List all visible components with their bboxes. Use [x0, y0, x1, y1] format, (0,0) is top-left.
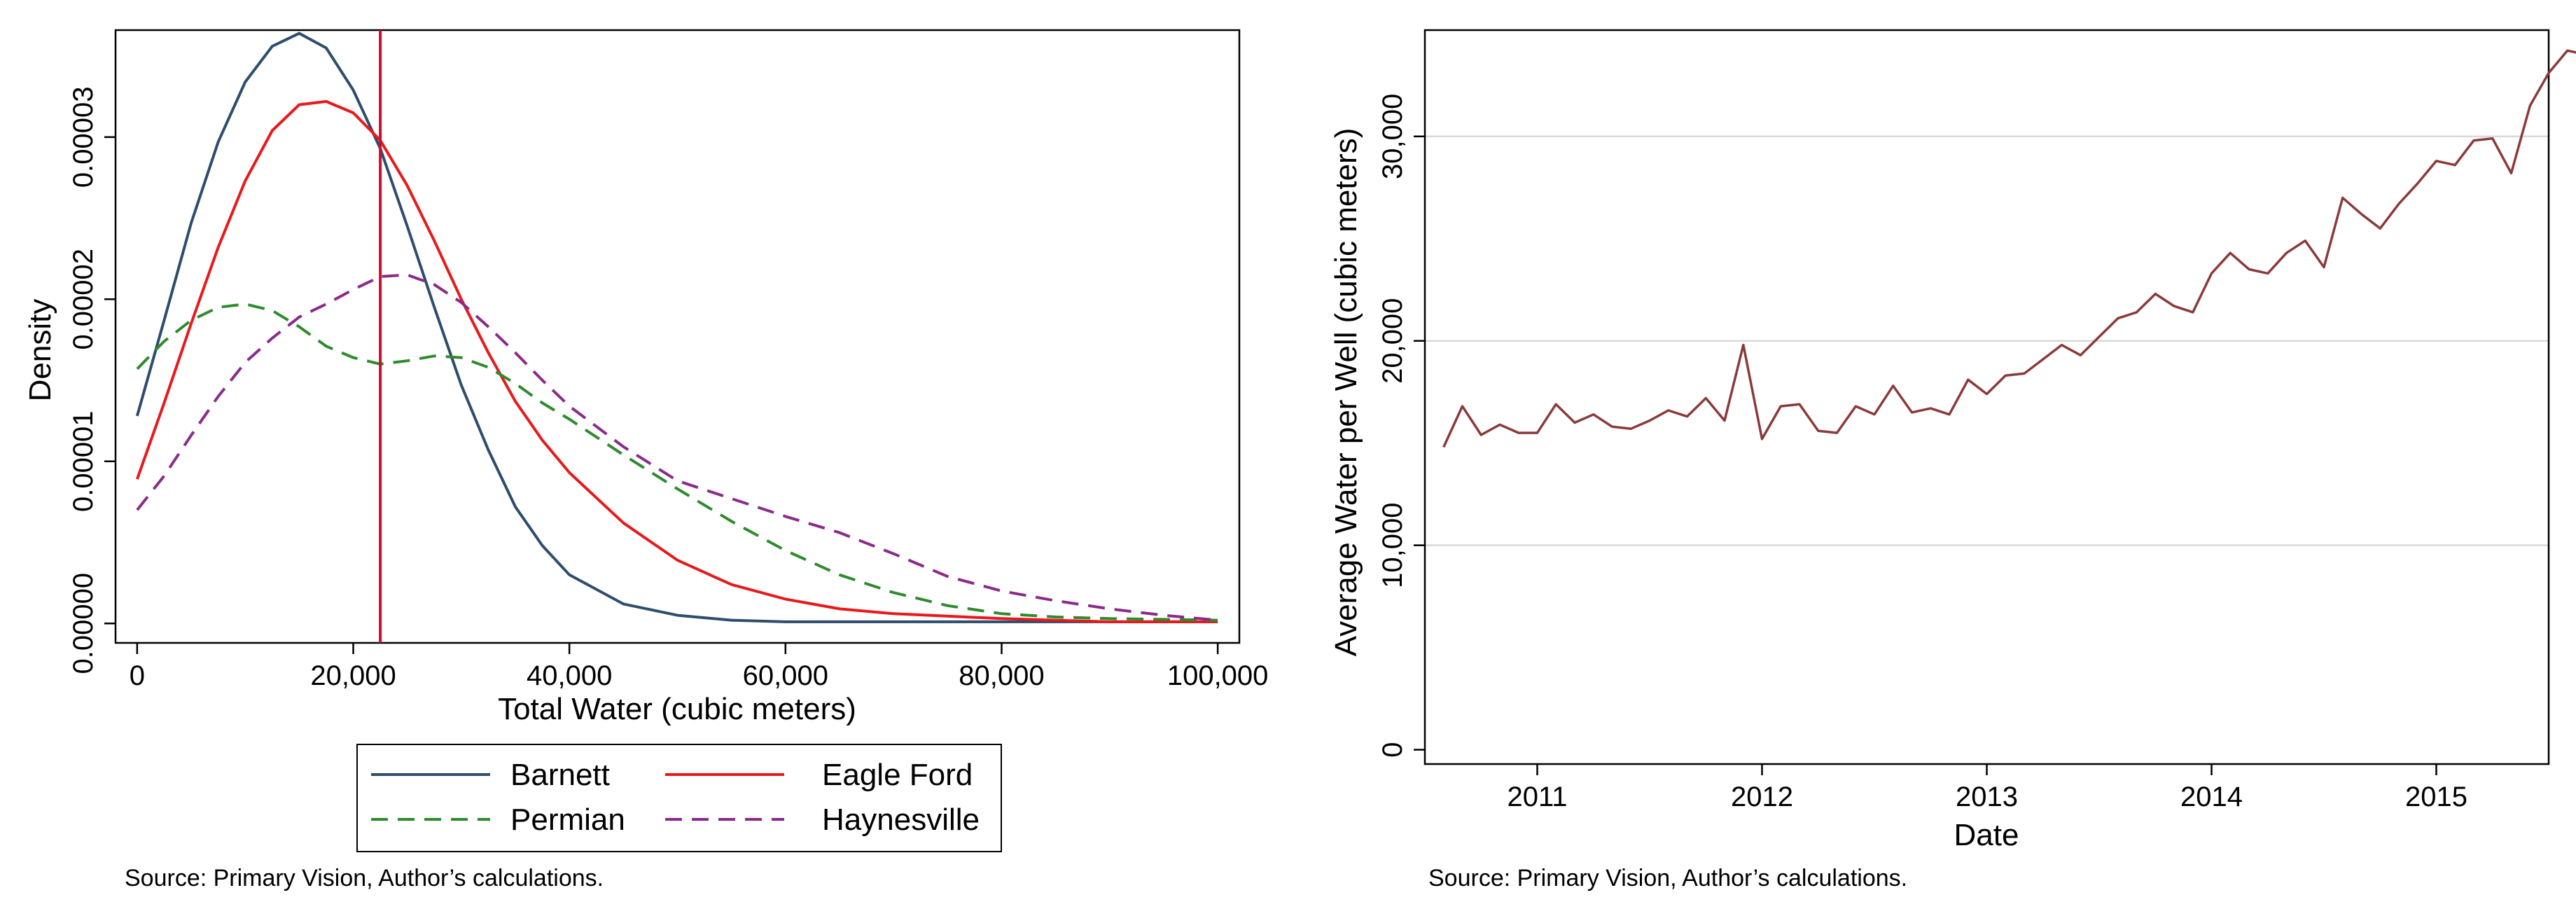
monthly-x-axis-label: Date: [1954, 818, 2019, 852]
source-note-right: Source: Primary Vision, Author’s calcula…: [1428, 865, 1907, 891]
legend: Barnett Eagle Ford Permian Haynesville: [356, 744, 1002, 852]
monthly-y-axis-label: Average Water per Well (cubic meters): [1329, 128, 1363, 657]
density-x-tick-label: 80,000: [959, 660, 1044, 691]
legend-box: [356, 744, 1002, 852]
legend-label-haynesville: Haynesville: [822, 803, 980, 837]
density-y-tick-label: 0.00001: [68, 410, 99, 512]
source-note-left: Source: Primary Vision, Author’s calcula…: [125, 865, 604, 891]
legend-label-eagle-ford: Eagle Ford: [822, 758, 973, 792]
monthly-x-tick-label: 2013: [1956, 782, 2018, 812]
monthly-x-tick-label: 2014: [2180, 782, 2243, 812]
density-y-axis-label: Density: [23, 299, 57, 402]
density-x-tick-label: 0: [130, 660, 145, 691]
monthly-y-tick-label: 10,000: [1377, 502, 1408, 588]
density-y-tick-label: 0.00002: [68, 249, 99, 350]
legend-label-permian: Permian: [510, 803, 625, 837]
monthly-y-tick-label: 20,000: [1377, 298, 1408, 384]
density-line-haynesville: [136, 273, 1218, 622]
monthly-plot-frame: [1423, 29, 2550, 765]
density-x-tick-label: 20,000: [310, 660, 396, 691]
monthly-x-tick-label: 2012: [1731, 782, 1793, 812]
legend-label-barnett: Barnett: [510, 758, 610, 792]
monthly-water-line: [1442, 49, 2576, 448]
density-line-barnett: [135, 32, 1218, 623]
density-chart: 0 20,000 40,000 60,000 80,000 100,000 0.00000 0…: [23, 29, 1269, 891]
density-y-tick-label: 0.00000: [68, 573, 99, 674]
density-x-tick-label: 100,000: [1167, 660, 1269, 691]
density-x-axis-label: Total Water (cubic meters): [498, 692, 856, 726]
density-line-eagle-ford: [136, 99, 1218, 623]
density-y-tick-label: 0.00003: [68, 86, 99, 188]
density-x-tick-label: 60,000: [743, 660, 828, 691]
density-x-tick-label: 40,000: [527, 660, 612, 691]
monthly-y-tick-label: 30,000: [1377, 94, 1408, 179]
monthly-y-tick-label: 0: [1377, 742, 1408, 757]
density-line-permian: [136, 303, 1218, 622]
density-plot-frame: [114, 29, 1241, 644]
monthly-x-tick-label: 2011: [1507, 782, 1567, 812]
monthly-x-tick-label: 2015: [2405, 782, 2467, 812]
